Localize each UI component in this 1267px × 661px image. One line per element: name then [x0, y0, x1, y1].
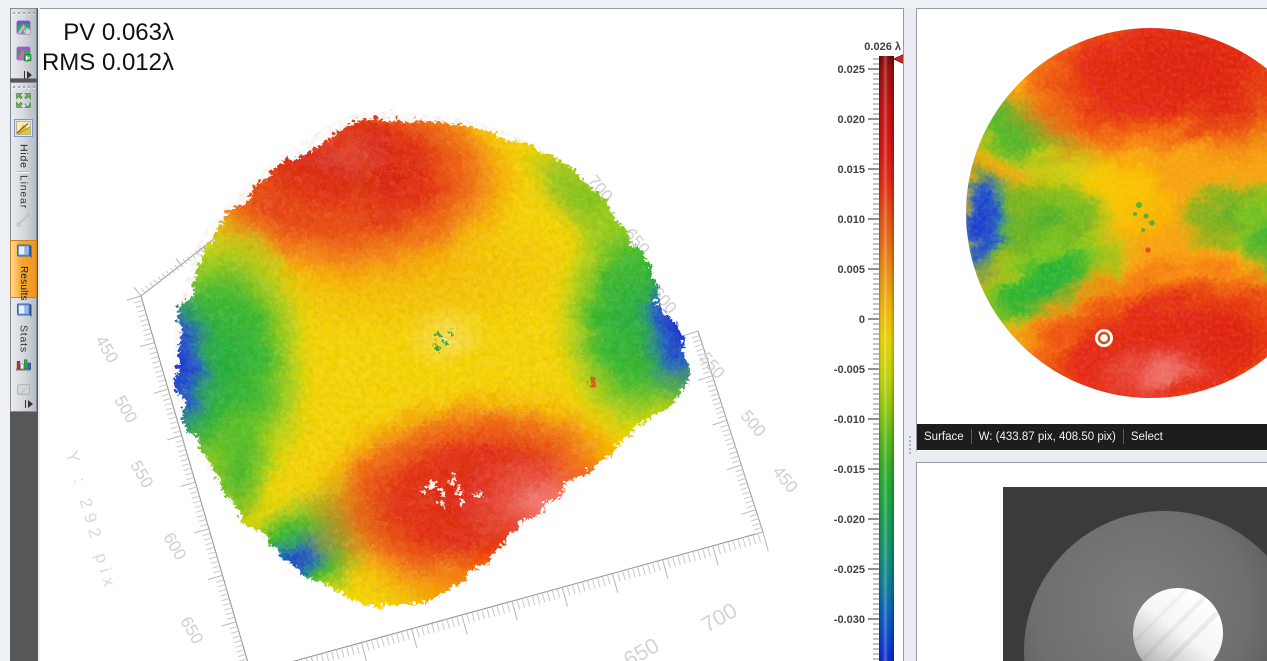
svg-text:-0.015: -0.015	[834, 464, 865, 476]
svg-text:-0.010: -0.010	[834, 414, 865, 426]
svg-text:0.010: 0.010	[837, 214, 865, 226]
svg-text:450: 450	[769, 462, 802, 496]
svg-text:PV 0.063λ: PV 0.063λ	[63, 19, 174, 46]
svg-text:0: 0	[859, 314, 865, 326]
svg-text:550: 550	[126, 457, 157, 491]
svg-text:RMS 0.012λ: RMS 0.012λ	[42, 49, 174, 76]
svg-text:0.005: 0.005	[837, 264, 865, 276]
svg-text:Y : 292 pix: Y : 292 pix	[62, 449, 121, 595]
svg-text:-0.025: -0.025	[834, 564, 865, 576]
svg-text:0.025: 0.025	[837, 64, 865, 76]
svg-text:450: 450	[91, 332, 122, 366]
svg-text:700: 700	[697, 597, 741, 637]
svg-text:-0.020: -0.020	[834, 514, 865, 526]
svg-text:500: 500	[737, 406, 770, 440]
svg-text:550: 550	[696, 348, 729, 382]
svg-text:650: 650	[176, 613, 207, 647]
svg-text:600: 600	[159, 529, 190, 563]
svg-text:-0.005: -0.005	[834, 364, 865, 376]
svg-text:0.026 λ: 0.026 λ	[864, 41, 901, 53]
svg-text:0.015: 0.015	[837, 164, 865, 176]
svg-text:500: 500	[110, 392, 141, 426]
svg-text:650: 650	[619, 632, 663, 661]
svg-text:-0.030: -0.030	[834, 614, 865, 626]
svg-text:0.020: 0.020	[837, 114, 865, 126]
